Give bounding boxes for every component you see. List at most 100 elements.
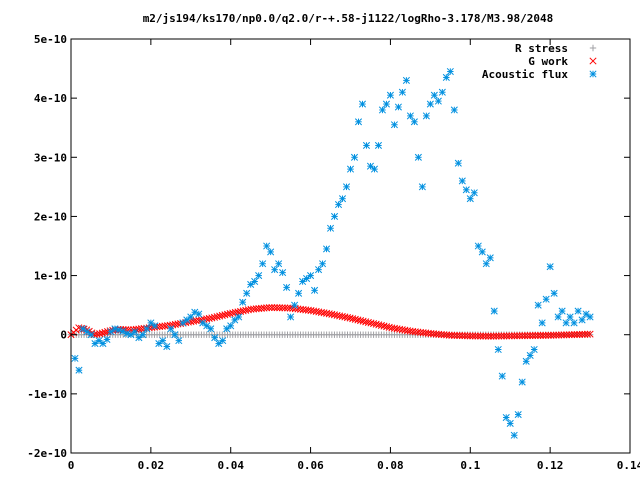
acoustic-flux-point — [362, 141, 371, 150]
acoustic-flux-point — [227, 322, 235, 330]
g-work-point — [213, 313, 221, 321]
g-work-point — [526, 332, 534, 340]
tick-mark-layer — [70, 38, 631, 454]
acoustic-flux-point — [502, 413, 510, 422]
acoustic-flux-point — [167, 325, 175, 333]
acoustic-flux-point — [494, 345, 502, 354]
acoustic-flux-point — [251, 277, 259, 286]
acoustic-flux-point — [219, 337, 227, 345]
acoustic-flux-point — [143, 325, 151, 333]
acoustic-flux-point — [207, 325, 215, 333]
acoustic-flux-point — [554, 313, 562, 321]
acoustic-flux-point — [386, 91, 394, 99]
acoustic-flux-point — [203, 322, 211, 330]
acoustic-flux-point — [542, 295, 550, 303]
acoustic-flux-point — [450, 106, 458, 114]
acoustic-flux-point — [311, 286, 319, 294]
acoustic-flux-point — [390, 121, 398, 129]
legend-marker — [589, 57, 597, 65]
g-work-point — [508, 332, 516, 340]
acoustic-flux-point — [458, 177, 466, 185]
acoustic-flux-point — [478, 248, 486, 256]
acoustic-flux-point — [402, 76, 410, 84]
acoustic-flux-point — [279, 269, 287, 277]
g-work-point — [218, 311, 226, 319]
x-tick-label: 0.08 — [377, 459, 404, 472]
g-work-point — [495, 332, 503, 340]
g-work-point — [500, 332, 508, 340]
acoustic-flux-point — [139, 331, 147, 339]
acoustic-flux-point — [275, 260, 283, 268]
g-work-point — [453, 331, 461, 340]
g-work-point — [273, 304, 281, 312]
g-work-point — [474, 332, 482, 340]
g-work-point — [359, 317, 367, 325]
g-work-point — [461, 332, 469, 340]
g-work-point — [450, 331, 458, 339]
acoustic-flux-point — [534, 301, 542, 309]
g-work-point — [563, 331, 571, 339]
acoustic-flux-point — [187, 313, 195, 321]
acoustic-flux-point — [434, 97, 442, 105]
acoustic-flux-point — [366, 162, 375, 170]
acoustic-flux-point — [79, 325, 87, 333]
acoustic-flux-point — [586, 313, 594, 321]
x-tick-label: 0 — [68, 459, 75, 472]
legend-label: R stress — [515, 42, 568, 55]
acoustic-flux-point — [215, 340, 223, 348]
acoustic-flux-point — [147, 319, 155, 327]
acoustic-flux-point — [295, 289, 303, 297]
g-work-point — [570, 331, 578, 339]
g-work-point — [458, 332, 466, 340]
g-work-point — [573, 330, 581, 339]
acoustic-flux-point — [378, 106, 386, 114]
acoustic-flux-point — [466, 195, 474, 203]
acoustic-flux-point — [354, 118, 363, 126]
data-layer — [67, 67, 594, 439]
g-work-point — [375, 321, 383, 329]
g-work-point — [586, 330, 594, 338]
x-tick-label: 0.12 — [537, 459, 564, 472]
acoustic-flux-point — [574, 307, 582, 315]
g-work-point — [505, 332, 513, 340]
g-work-point — [479, 332, 487, 340]
x-tick-label: 0.04 — [217, 459, 244, 472]
g-work-point — [516, 332, 524, 340]
acoustic-flux-point — [330, 212, 339, 220]
acoustic-flux-point — [315, 266, 323, 274]
g-work-point — [101, 328, 109, 336]
acoustic-flux-point — [135, 334, 143, 342]
g-work-point — [469, 332, 477, 340]
g-work-point — [560, 331, 568, 339]
legend-marker — [589, 70, 597, 78]
acoustic-flux-point — [107, 328, 115, 336]
acoustic-flux-point — [566, 313, 574, 321]
acoustic-flux-point — [430, 91, 438, 99]
g-work-point — [356, 316, 365, 325]
acoustic-flux-point — [482, 260, 490, 268]
g-work-point — [265, 304, 273, 312]
g-work-point — [216, 312, 224, 320]
acoustic-flux-point — [303, 274, 311, 283]
g-work-point — [270, 304, 279, 312]
acoustic-flux-point — [338, 195, 347, 203]
g-work-point — [380, 322, 388, 330]
acoustic-flux-point — [506, 419, 514, 427]
g-work-point — [576, 330, 584, 338]
acoustic-flux-point — [350, 153, 359, 161]
g-work-point — [497, 332, 505, 340]
y-tick-label: 4e-10 — [34, 92, 67, 105]
g-work-point — [456, 332, 464, 340]
g-work-point — [529, 332, 537, 340]
acoustic-flux-point — [406, 112, 414, 120]
legend-label: Acoustic flux — [482, 68, 568, 81]
g-work-point — [445, 331, 453, 339]
acoustic-flux-point — [470, 189, 478, 197]
y-tick-label: -2e-10 — [27, 447, 67, 460]
acoustic-flux-point — [255, 272, 263, 280]
acoustic-flux-point — [550, 289, 558, 297]
g-work-point — [555, 331, 563, 339]
x-tick-label: 0.02 — [138, 459, 165, 472]
g-work-point — [534, 331, 542, 340]
